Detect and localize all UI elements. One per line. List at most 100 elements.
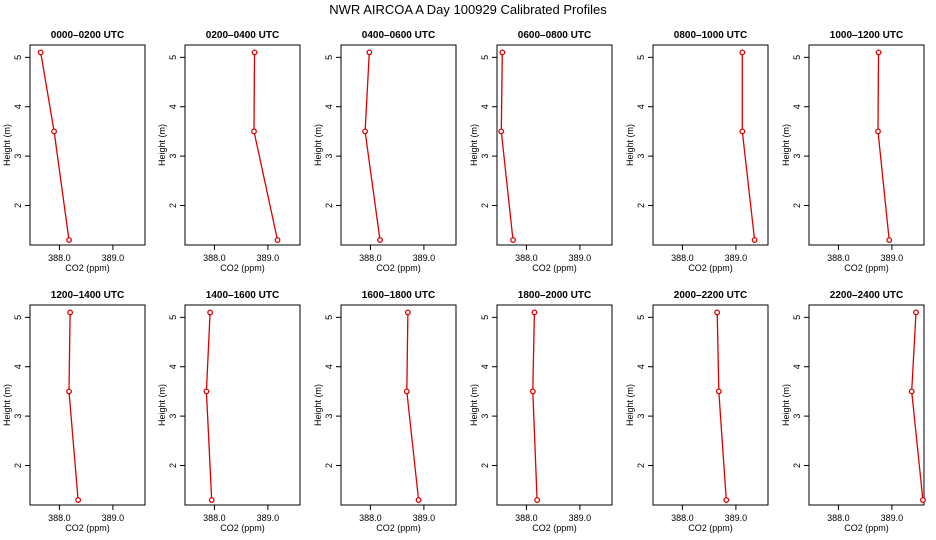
x-tick-label: 389.0 xyxy=(257,513,280,523)
plot-frame xyxy=(340,304,457,506)
data-point xyxy=(715,388,722,395)
data-point xyxy=(739,128,746,135)
y-tick-label: 5 xyxy=(636,55,646,60)
x-tick-label: 389.0 xyxy=(257,253,280,263)
y-tick-label: 3 xyxy=(480,154,490,159)
data-point xyxy=(908,388,915,395)
data-point xyxy=(403,388,410,395)
y-axis-label: Height (m) xyxy=(781,384,791,426)
y-tick-label: 2 xyxy=(13,463,23,468)
y-axis-label: Height (m) xyxy=(2,124,12,166)
y-tick-label: 3 xyxy=(168,154,178,159)
x-axis-label: CO2 (ppm) xyxy=(844,523,889,533)
panel-title: 1200–1400 UTC xyxy=(51,290,124,301)
data-point xyxy=(510,237,516,244)
plot-frame xyxy=(496,44,613,246)
x-axis-label: CO2 (ppm) xyxy=(688,523,733,533)
y-tick-label: 5 xyxy=(480,315,490,320)
y-tick-label: 4 xyxy=(13,364,23,369)
y-axis-label: Height (m) xyxy=(469,124,479,166)
profile-line xyxy=(911,312,924,501)
y-tick-label: 3 xyxy=(636,154,646,159)
data-point xyxy=(875,128,881,135)
plot-frame xyxy=(184,44,301,246)
y-tick-label: 3 xyxy=(13,414,23,419)
y-tick-label: 3 xyxy=(13,154,23,159)
y-tick-label: 5 xyxy=(480,55,490,60)
y-tick-label: 3 xyxy=(480,414,490,419)
plot-frame xyxy=(652,44,769,246)
x-tick-label: 389.0 xyxy=(569,253,592,263)
panel-title: 0200–0400 UTC xyxy=(206,30,279,41)
y-axis-label: Height (m) xyxy=(157,384,167,426)
data-point xyxy=(251,128,257,135)
y-tick-label: 2 xyxy=(636,463,646,468)
plot-frame xyxy=(29,44,146,246)
panel-title: 0800–1000 UTC xyxy=(674,30,747,41)
y-tick-label: 5 xyxy=(324,315,334,320)
profile-line xyxy=(716,312,727,501)
profile-panel: 1200–1400 UTC 388.0 389.0 2 3 4 5 CO2 (ppm) Heig… xyxy=(2,290,146,533)
x-axis-label: CO2 (ppm) xyxy=(376,523,421,533)
y-tick-label: 4 xyxy=(480,104,490,109)
profile-panel: 2000–2200 UTC 388.0 389.0 2 3 4 5 CO2 (ppm) Heig… xyxy=(625,290,769,533)
y-tick-label: 4 xyxy=(792,104,802,109)
profile-line xyxy=(364,52,381,241)
data-point xyxy=(362,128,369,135)
y-tick-label: 2 xyxy=(636,203,646,208)
y-tick-label: 5 xyxy=(636,315,646,320)
y-axis-label: Height (m) xyxy=(469,384,479,426)
y-tick-label: 2 xyxy=(480,203,490,208)
x-tick-label: 389.0 xyxy=(413,513,436,523)
panel-title: 0000–0200 UTC xyxy=(51,30,124,41)
profile-line xyxy=(532,312,538,501)
data-point xyxy=(531,309,538,316)
y-axis-label: Height (m) xyxy=(313,124,323,166)
profile-panel: 0400–0600 UTC 388.0 389.0 2 3 4 5 CO2 (ppm) Heig… xyxy=(313,30,457,273)
panel-title: 1600–1800 UTC xyxy=(362,290,435,301)
y-tick-label: 4 xyxy=(168,364,178,369)
data-point xyxy=(886,237,893,244)
x-tick-label: 389.0 xyxy=(881,253,904,263)
y-axis-label: Height (m) xyxy=(313,384,323,426)
profile-panel: 1400–1600 UTC 388.0 389.0 2 3 4 5 CO2 (ppm) Heig… xyxy=(157,290,301,533)
data-point xyxy=(913,309,919,316)
y-axis-label: Height (m) xyxy=(2,384,12,426)
x-axis-label: CO2 (ppm) xyxy=(220,523,265,533)
y-tick-label: 2 xyxy=(168,463,178,468)
plot-frame xyxy=(808,304,925,506)
y-tick-label: 4 xyxy=(636,104,646,109)
x-axis-label: CO2 (ppm) xyxy=(688,263,733,273)
y-tick-label: 5 xyxy=(13,315,23,320)
profile-panel: 0600–0800 UTC 388.0 389.0 2 3 4 5 CO2 (ppm) Heig… xyxy=(469,30,613,273)
y-tick-label: 5 xyxy=(168,315,178,320)
y-tick-label: 2 xyxy=(13,203,23,208)
data-point xyxy=(499,49,506,56)
x-tick-label: 388.0 xyxy=(515,253,538,263)
y-tick-label: 4 xyxy=(636,364,646,369)
data-point xyxy=(251,49,258,56)
x-axis-label: CO2 (ppm) xyxy=(376,263,421,273)
y-tick-label: 3 xyxy=(324,154,334,159)
y-tick-label: 4 xyxy=(168,104,178,109)
plot-frame xyxy=(340,44,457,246)
panel-title: 2000–2200 UTC xyxy=(674,290,747,301)
x-tick-label: 389.0 xyxy=(413,253,436,263)
profile-panel: 0000–0200 UTC 388.0 389.0 2 3 4 5 CO2 (ppm) Heig… xyxy=(2,30,146,273)
data-point xyxy=(203,388,210,395)
y-tick-label: 2 xyxy=(324,463,334,468)
x-tick-label: 389.0 xyxy=(881,513,904,523)
y-tick-label: 3 xyxy=(324,414,334,419)
data-point xyxy=(875,49,882,56)
data-point xyxy=(919,497,926,504)
profile-panel: 1800–2000 UTC 388.0 389.0 2 3 4 5 CO2 (ppm) Heig… xyxy=(469,290,613,533)
panel-title: 0400–0600 UTC xyxy=(362,30,435,41)
y-tick-label: 5 xyxy=(168,55,178,60)
x-axis-label: CO2 (ppm) xyxy=(65,263,110,273)
x-tick-label: 388.0 xyxy=(48,513,71,523)
y-tick-label: 3 xyxy=(636,414,646,419)
x-tick-label: 388.0 xyxy=(671,253,694,263)
y-tick-label: 3 xyxy=(792,414,802,419)
profile-panel: 1000–1200 UTC 388.0 389.0 2 3 4 5 CO2 (ppm) Heig… xyxy=(781,30,925,273)
